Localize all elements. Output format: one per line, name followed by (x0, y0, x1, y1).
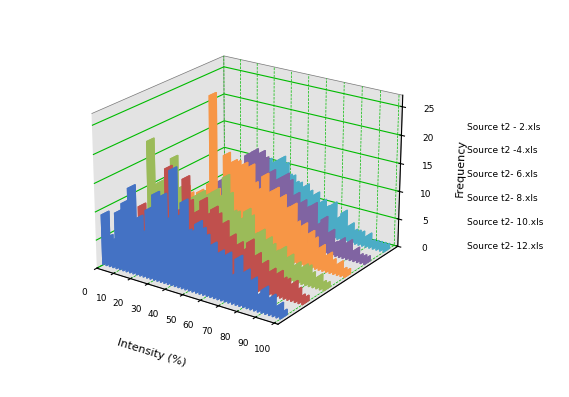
Text: Source t2- 6.xls: Source t2- 6.xls (467, 170, 537, 179)
Text: Source t2- 10.xls: Source t2- 10.xls (467, 218, 543, 227)
Text: Source t2 - 2.xls: Source t2 - 2.xls (467, 123, 540, 131)
Text: Source t2- 12.xls: Source t2- 12.xls (467, 242, 543, 251)
Text: Source t2- 8.xls: Source t2- 8.xls (467, 194, 537, 203)
X-axis label: Intensity (%): Intensity (%) (116, 337, 187, 368)
Text: Source t2 -4.xls: Source t2 -4.xls (467, 146, 537, 155)
